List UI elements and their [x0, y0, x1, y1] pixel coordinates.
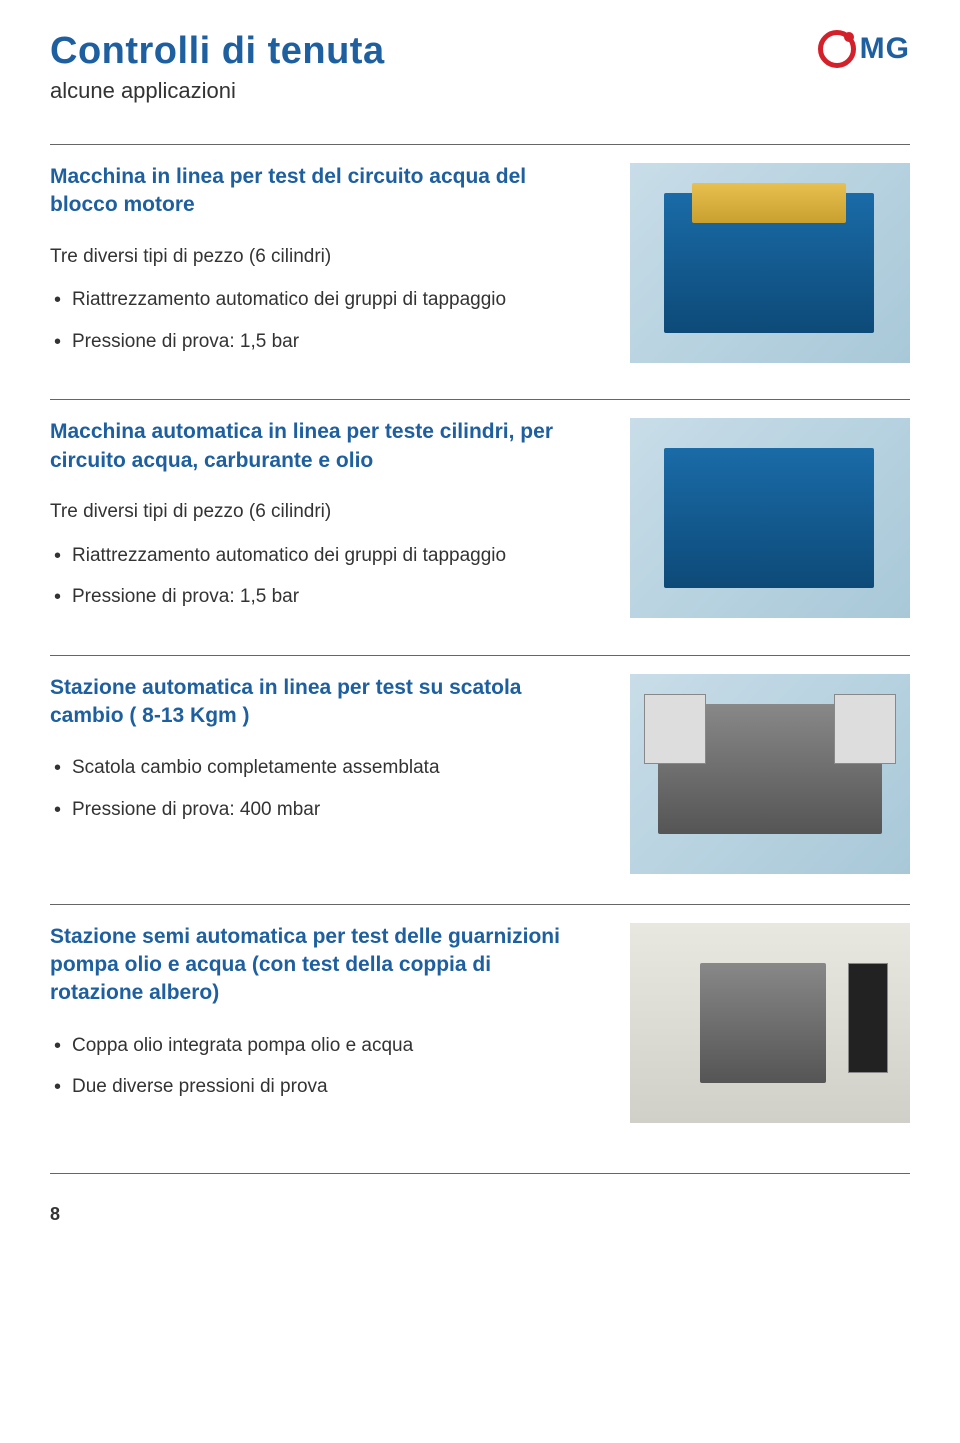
- sections-container: Macchina in linea per test del circuito …: [50, 144, 910, 1153]
- bullet-item: Scatola cambio completamente assemblata: [50, 754, 560, 782]
- bullet-item: Pressione di prova: 1,5 bar: [50, 328, 560, 356]
- bullet-list: Coppa olio integrata pompa olio e acqua D…: [50, 1032, 560, 1101]
- logo-icon: [818, 30, 856, 68]
- logo-text: MG: [860, 32, 910, 66]
- bottom-divider: [50, 1173, 910, 1174]
- page-title: Controlli di tenuta: [50, 30, 818, 73]
- section-text-block: Macchina automatica in linea per teste c…: [50, 418, 560, 624]
- section-text-block: Macchina in linea per test del circuito …: [50, 163, 560, 369]
- title-block: Controlli di tenuta alcune applicazioni: [50, 30, 818, 104]
- bullet-item: Pressione di prova: 1,5 bar: [50, 583, 560, 611]
- section: Macchina automatica in linea per teste c…: [50, 399, 910, 654]
- section: Stazione semi automatica per test delle …: [50, 904, 910, 1153]
- bullet-list: Riattrezzamento automatico dei gruppi di…: [50, 542, 560, 611]
- bullet-list: Riattrezzamento automatico dei gruppi di…: [50, 286, 560, 355]
- section-description: Tre diversi tipi di pezzo (6 cilindri): [50, 244, 560, 271]
- section-text-block: Stazione semi automatica per test delle …: [50, 923, 560, 1115]
- section: Macchina in linea per test del circuito …: [50, 144, 910, 399]
- section: Stazione automatica in linea per test su…: [50, 655, 910, 904]
- machine-image-placeholder: [630, 163, 910, 363]
- section-title: Stazione automatica in linea per test su…: [50, 674, 560, 731]
- section-description: Tre diversi tipi di pezzo (6 cilindri): [50, 499, 560, 526]
- brand-logo: MG: [818, 30, 910, 68]
- bullet-item: Due diverse pressioni di prova: [50, 1073, 560, 1101]
- bullet-item: Riattrezzamento automatico dei gruppi di…: [50, 542, 560, 570]
- section-title: Macchina automatica in linea per teste c…: [50, 418, 560, 475]
- section-text-block: Stazione automatica in linea per test su…: [50, 674, 560, 838]
- section-title: Stazione semi automatica per test delle …: [50, 923, 560, 1008]
- machine-image-placeholder: [630, 923, 910, 1123]
- bullet-list: Scatola cambio completamente assemblata P…: [50, 754, 560, 823]
- bullet-item: Riattrezzamento automatico dei gruppi di…: [50, 286, 560, 314]
- machine-image-placeholder: [630, 674, 910, 874]
- section-title: Macchina in linea per test del circuito …: [50, 163, 560, 220]
- page-header: Controlli di tenuta alcune applicazioni …: [50, 30, 910, 104]
- machine-image-placeholder: [630, 418, 910, 618]
- page-subtitle: alcune applicazioni: [50, 78, 818, 104]
- page-number: 8: [50, 1204, 910, 1225]
- bullet-item: Coppa olio integrata pompa olio e acqua: [50, 1032, 560, 1060]
- bullet-item: Pressione di prova: 400 mbar: [50, 796, 560, 824]
